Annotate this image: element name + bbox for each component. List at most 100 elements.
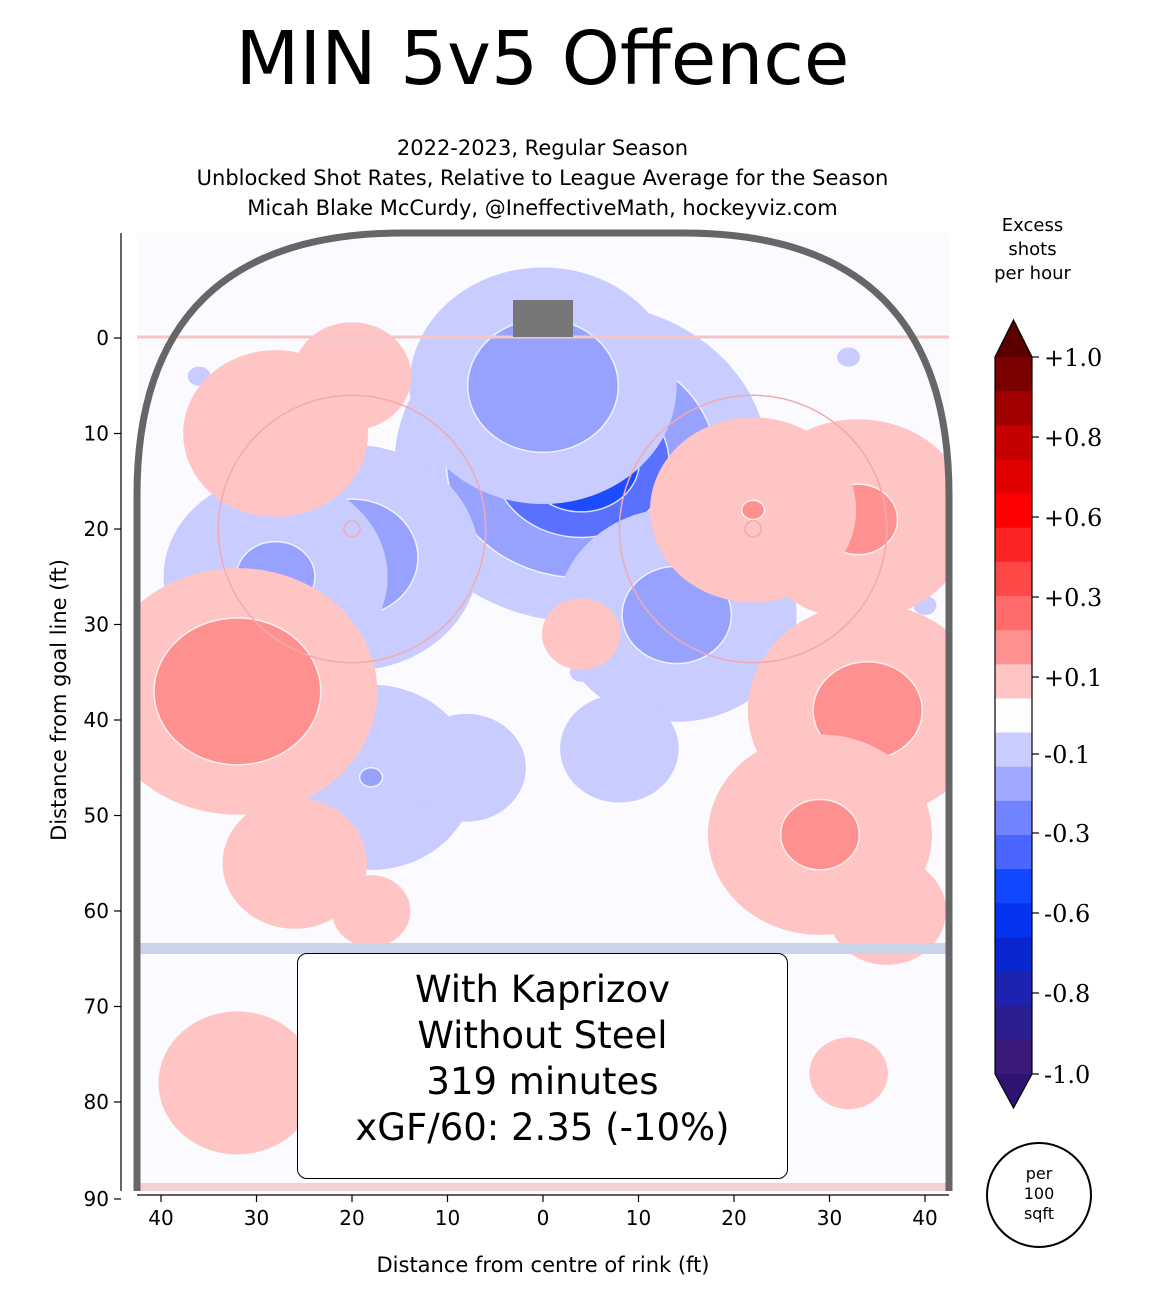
colorbar-title-line: shots xyxy=(1008,239,1057,260)
colorbar-segment xyxy=(995,391,1032,426)
x-tick-label: 30 xyxy=(244,1206,269,1230)
x-tick-label: 20 xyxy=(721,1206,746,1230)
colorbar-segment xyxy=(995,903,1032,938)
hot-spot-level-1 xyxy=(222,797,367,929)
cold-spot-level-2 xyxy=(466,318,620,454)
centre-red-line xyxy=(137,1183,949,1191)
x-tick-label: 30 xyxy=(817,1206,842,1230)
y-tick-label: 20 xyxy=(84,517,109,541)
colorbar-segment xyxy=(995,835,1032,870)
per-area-line: 100 xyxy=(1023,1184,1055,1203)
hot-spot-level-1 xyxy=(809,1037,888,1110)
colorbar-segment xyxy=(995,971,1032,1007)
colorbar-segment xyxy=(995,357,1032,392)
colorbar-title-line: Excess xyxy=(1001,215,1064,236)
colorbar-tick-label: +0.8 xyxy=(1044,424,1102,452)
rink-boards xyxy=(133,229,953,1191)
colorbar-tick-label: +1.0 xyxy=(1044,344,1102,372)
subtitle-author: Micah Blake McCurdy, @IneffectiveMath, h… xyxy=(247,196,838,220)
info-box: With Kaprizov Without Steel 319 minutes … xyxy=(297,953,788,1179)
colorbar-segment xyxy=(995,425,1032,460)
goal-net xyxy=(513,300,573,337)
info-line-xgf: xGF/60: 2.35 (-10%) xyxy=(355,1106,730,1149)
info-line-without: Without Steel xyxy=(417,1014,668,1057)
faceoff-circle-left xyxy=(217,394,487,664)
y-tick-label: 40 xyxy=(84,708,109,732)
colorbar-tick-label: -0.3 xyxy=(1044,820,1090,848)
hot-spot-level-2 xyxy=(779,798,860,871)
hot-spot-level-1 xyxy=(331,875,411,947)
faceoff-circle-right xyxy=(618,394,888,664)
colorbar-bottom-arrow xyxy=(995,1074,1032,1108)
y-tick-label: 30 xyxy=(84,613,109,637)
subtitle-season: 2022-2023, Regular Season xyxy=(396,136,689,160)
colorbar-segment xyxy=(995,664,1032,699)
faceoff-dot-right xyxy=(744,520,762,538)
x-tick-label: 0 xyxy=(537,1206,550,1230)
x-tick-label: 10 xyxy=(435,1206,460,1230)
colorbar-tick-label: -1.0 xyxy=(1044,1061,1090,1089)
heat-layer xyxy=(137,267,949,1155)
hot-spot-level-2 xyxy=(153,617,322,766)
colorbar-segment xyxy=(995,527,1032,563)
colorbar-title-line: per hour xyxy=(994,263,1071,284)
x-tick-label: 20 xyxy=(339,1206,364,1230)
hot-spot-level-1 xyxy=(827,857,947,965)
hot-spot-level-1 xyxy=(913,748,937,768)
colorbar-tick-label: +0.3 xyxy=(1044,584,1102,612)
y-tick-label: 60 xyxy=(84,899,109,923)
y-tick-label: 50 xyxy=(84,804,109,828)
colorbar-tick-label: -0.1 xyxy=(1044,741,1090,769)
subtitle-description: Unblocked Shot Rates, Relative to League… xyxy=(196,166,889,190)
cold-spot-level-1 xyxy=(407,713,526,822)
axes-layer: 40 30 20 10 0 10 20 30 40 0 10 20 30 40 50 60 70 80 90 Dist… xyxy=(47,229,953,1277)
per-area-badge: per 100 sqft xyxy=(986,1142,1092,1248)
y-tick-label: 70 xyxy=(84,995,109,1019)
colorbar-segment xyxy=(995,766,1032,802)
colorbar-segment xyxy=(995,937,1032,973)
per-area-line: sqft xyxy=(1023,1204,1055,1223)
hot-spot-level-2 xyxy=(740,499,766,521)
colorbar-tick-label: -0.8 xyxy=(1044,980,1090,1008)
colorbar-segment xyxy=(995,869,1032,904)
colorbar-top-arrow xyxy=(995,320,1032,357)
blue-line xyxy=(137,943,949,954)
colorbar-segment xyxy=(995,732,1032,768)
x-tick-label: 40 xyxy=(148,1206,173,1230)
info-line-with: With Kaprizov xyxy=(415,968,670,1011)
colorbar-segment xyxy=(995,493,1032,529)
x-axis-label: Distance from centre of rink (ft) xyxy=(377,1253,710,1277)
colorbar-tick-label: +0.6 xyxy=(1044,504,1102,532)
hot-spot-level-1 xyxy=(292,322,412,431)
per-area-line: per xyxy=(1025,1164,1053,1183)
colorbar-segment xyxy=(995,596,1032,631)
chart-title: MIN 5v5 Offence xyxy=(235,16,850,102)
colorbar-segment xyxy=(995,698,1032,734)
hot-spot-level-1 xyxy=(541,598,621,670)
colorbar: +1.0 +0.8 +0.6 +0.3 +0.1 -0.1 -0.3 -0.6 -0.8 -1.0 xyxy=(994,318,1102,1110)
colorbar-segment xyxy=(995,459,1032,495)
y-tick-label: 0 xyxy=(96,326,109,350)
colorbar-title: Excess shots per hour xyxy=(985,214,1080,286)
colorbar-segment xyxy=(995,561,1032,597)
cold-spot-level-1 xyxy=(560,694,679,803)
y-tick-label: 10 xyxy=(84,422,109,446)
colorbar-segment xyxy=(995,1039,1032,1075)
faceoff-dot-left xyxy=(343,520,361,538)
x-tick-label: 10 xyxy=(626,1206,651,1230)
rink-markings xyxy=(137,300,949,1191)
y-tick-label: 80 xyxy=(84,1090,109,1114)
colorbar-segment xyxy=(995,1005,1032,1041)
cold-spot-level-1 xyxy=(837,347,861,367)
colorbar-tick-label: +0.1 xyxy=(1044,664,1102,692)
colorbar-tick-label: -0.6 xyxy=(1044,900,1090,928)
y-axis-label: Distance from goal line (ft) xyxy=(47,559,71,841)
x-tick-label: 40 xyxy=(912,1206,937,1230)
y-tick-label: 90 xyxy=(84,1187,109,1211)
colorbar-segment xyxy=(995,800,1032,836)
hot-spot-level-1 xyxy=(158,1011,317,1155)
info-line-minutes: 319 minutes xyxy=(426,1060,659,1103)
cold-spot-level-2 xyxy=(358,767,384,788)
colorbar-segment xyxy=(995,630,1032,665)
